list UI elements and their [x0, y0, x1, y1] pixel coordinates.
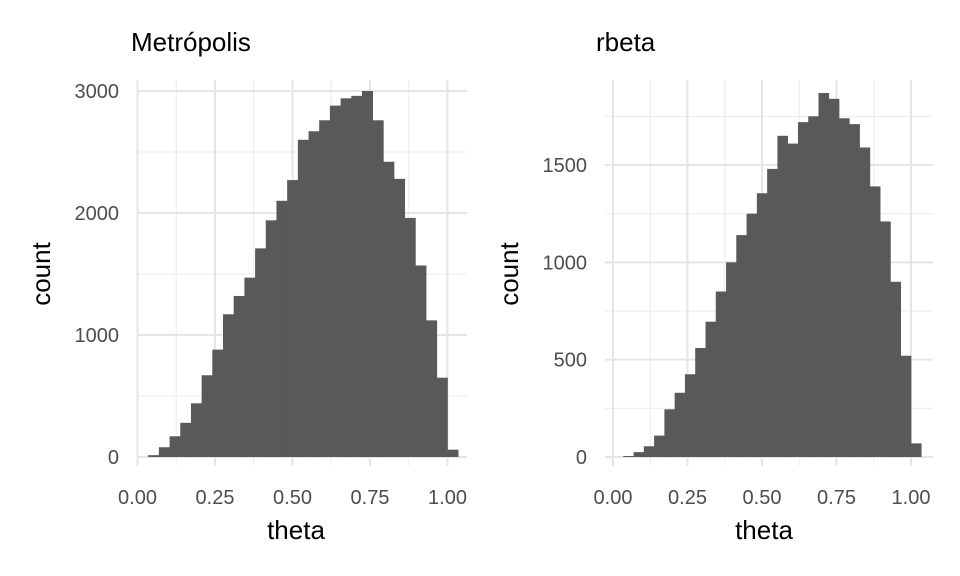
x-tick-label: 1.00: [428, 487, 467, 509]
histogram-bar: [890, 281, 902, 457]
histogram-bar: [705, 321, 717, 457]
histogram-bar: [828, 98, 840, 458]
histogram-bar: [404, 217, 416, 457]
y-tick-label: 500: [554, 350, 587, 372]
histogram-bar: [633, 452, 645, 457]
x-tick-labels: 0.00 0.25 0.50 0.75 1.00: [594, 487, 931, 509]
histogram-bar: [654, 435, 665, 457]
histogram-bar: [169, 436, 181, 457]
histogram-bar: [674, 392, 686, 457]
histogram-bar: [255, 248, 267, 457]
x-tick-labels: 0.00 0.25 0.50 0.75 1.00: [118, 487, 467, 509]
histogram-bar: [664, 409, 675, 457]
histogram-bar: [415, 265, 427, 457]
histogram-bar: [148, 455, 160, 457]
histogram-bar: [808, 116, 819, 457]
histogram-bar: [158, 447, 170, 457]
histogram-bar: [180, 422, 192, 457]
x-axis-label: theta: [267, 515, 325, 545]
bars: [623, 92, 922, 458]
histogram-bar: [715, 291, 727, 457]
y-tick-label: 0: [108, 447, 119, 469]
y-tick-labels: 0 1000 2000 3000: [75, 81, 120, 469]
histogram-bar: [726, 262, 737, 457]
histogram-bar: [447, 449, 459, 457]
histogram-bar: [746, 213, 758, 457]
histogram-bar: [787, 143, 799, 457]
histogram-bar: [756, 193, 768, 457]
histogram-bar: [233, 295, 245, 457]
histogram-bar: [695, 347, 706, 457]
histogram-bar: [297, 139, 309, 458]
histogram-bar: [329, 105, 341, 457]
y-tick-label: 0: [576, 447, 587, 469]
x-tick-label: 0.00: [594, 487, 633, 509]
histogram-bar: [869, 186, 881, 457]
histogram-bar: [372, 120, 384, 457]
x-axis-label: theta: [735, 515, 793, 545]
histogram-bar: [436, 377, 448, 457]
x-tick-label: 0.25: [196, 487, 235, 509]
histogram-bar: [244, 277, 256, 457]
histogram-bar: [340, 98, 352, 457]
histogram-bar: [859, 147, 871, 458]
histogram-bar: [797, 122, 809, 457]
y-tick-label: 1000: [543, 252, 588, 274]
y-tick-label: 2000: [75, 203, 120, 225]
histogram-bar: [308, 131, 320, 457]
histogram-bar: [910, 443, 922, 457]
histogram-bar: [394, 178, 406, 457]
histogram-bar: [319, 120, 331, 457]
chart-title: Metrópolis: [131, 27, 251, 57]
histogram-bar: [426, 320, 438, 457]
histogram-panel-metropolis: Metrópolis 0 1000 2000 3000 0.00 0.25 0.50 0.7…: [26, 27, 467, 545]
x-tick-label: 0.75: [817, 487, 856, 509]
histogram-bar: [383, 161, 395, 457]
y-tick-label: 3000: [75, 81, 120, 103]
histogram-bar: [777, 135, 789, 458]
y-tick-labels: 0 500 1000 1500: [543, 155, 588, 469]
histogram-bar: [849, 124, 860, 458]
x-tick-label: 0.00: [118, 487, 157, 509]
histogram-bar: [351, 95, 363, 457]
histogram-bar: [736, 235, 747, 457]
histogram-bar: [276, 200, 288, 458]
histogram-bar: [212, 349, 224, 457]
histogram-bar: [361, 91, 373, 457]
histogram-bar: [265, 220, 277, 457]
x-tick-label: 1.00: [892, 487, 931, 509]
histogram-bar: [900, 355, 912, 457]
x-tick-label: 0.75: [351, 487, 390, 509]
histogram-bar: [684, 374, 696, 457]
histogram-bar: [880, 221, 891, 457]
bars: [148, 91, 459, 458]
histogram-bar: [201, 375, 213, 457]
histogram-bar: [643, 446, 655, 457]
y-tick-label: 1500: [543, 155, 588, 177]
histogram-bar: [190, 403, 202, 457]
x-tick-label: 0.50: [743, 487, 782, 509]
histogram-bar: [223, 314, 235, 457]
y-tick-label: 1000: [75, 325, 120, 347]
chart-title: rbeta: [596, 27, 656, 57]
histogram-bar: [818, 92, 830, 458]
histogram-bar: [623, 456, 634, 457]
x-tick-label: 0.50: [273, 487, 312, 509]
histogram-bar: [767, 168, 778, 458]
histogram-bar: [839, 118, 850, 457]
y-axis-label: count: [26, 241, 56, 305]
histogram-bar: [287, 180, 299, 457]
x-tick-label: 0.25: [668, 487, 707, 509]
y-axis-label: count: [494, 241, 524, 305]
